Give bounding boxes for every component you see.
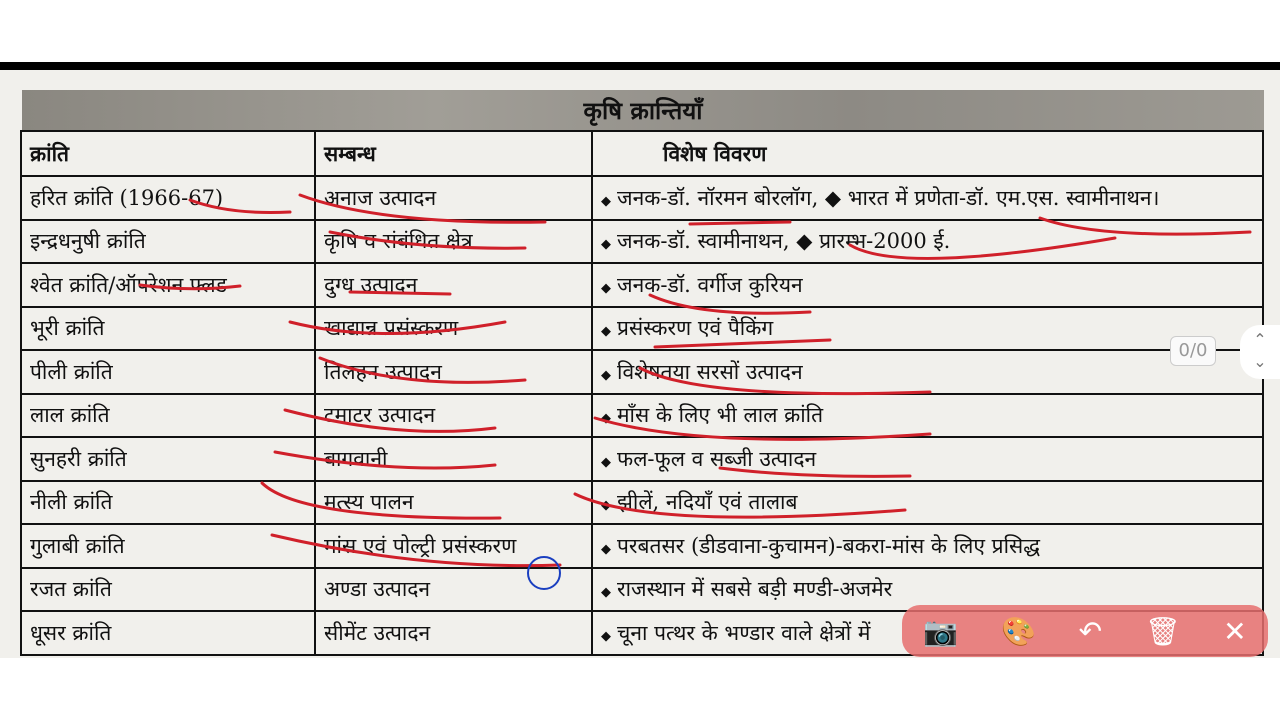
vivaran-text: माँस के लिए भी लाल क्रांति (617, 403, 824, 428)
vivaran-text: झीलें, नदियाँ एवं तालाब (617, 490, 798, 515)
chevron-down-icon[interactable]: ⌄ (1253, 352, 1267, 371)
sambandh-cell: टमाटर उत्पादन (314, 392, 593, 438)
vivaran-cell: ◆ परबतसर (डीडवाना-कुचामन)-बकरा-मांस के लि… (591, 523, 1264, 569)
vivaran-cell: ◆ विशेषतया सरसों उत्पादन (591, 349, 1264, 395)
kranti-cell: भूरी क्रांति (20, 305, 316, 351)
vivaran-cell: ◆ माँस के लिए भी लाल क्रांति (591, 392, 1264, 438)
document-page: कृषि क्रान्तियाँ क्रांति सम्बन्ध विशेष व… (0, 70, 1280, 658)
header-vivaran: विशेष विवरण (591, 130, 1264, 177)
vivaran-cell: ◆ जनक-डॉ. वर्गीज कुरियन (591, 262, 1264, 308)
search-nav[interactable]: ⌃ ⌄ (1240, 325, 1280, 379)
kranti-cell: लाल क्रांति (20, 392, 316, 438)
vivaran-cell: ◆ प्रसंस्करण एवं पैकिंग (591, 305, 1264, 351)
vivaran-text: चूना पत्थर के भण्डार वाले क्षेत्रों में (617, 620, 871, 645)
table-row: भूरी क्रांति खाद्यान्न प्रसंस्करण ◆ प्रसं… (20, 305, 1264, 351)
table-row: सुनहरी क्रांति बागवानी ◆ फल-फूल व सब्जी उ… (20, 436, 1264, 482)
sambandh-cell: अनाज उत्पादन (314, 175, 593, 221)
vivaran-cell: ◆ जनक-डॉ. नॉरमन बोरलॉग, ◆ भारत में प्रणेत… (591, 175, 1264, 221)
kranti-cell: नीली क्रांति (20, 479, 316, 525)
vivaran-cell: ◆ फल-फूल व सब्जी उत्पादन (591, 436, 1264, 482)
vivaran-text: विशेषतया सरसों उत्पादन (617, 359, 803, 384)
vivaran-text: राजस्थान में सबसे बड़ी मण्डी-अजमेर (617, 577, 893, 602)
kranti-cell: इन्द्रधनुषी क्रांति (20, 218, 316, 264)
bullet-icon: ◆ (601, 237, 611, 253)
kranti-cell: गुलाबी क्रांति (20, 523, 316, 569)
sambandh-cell: बागवानी (314, 436, 593, 482)
cursor-circle (527, 556, 561, 590)
bullet-icon: ◆ (601, 411, 611, 427)
sambandh-cell: कृषि व संबंधित क्षेत्र (314, 218, 593, 264)
vivaran-cell: ◆ जनक-डॉ. स्वामीनाथन, ◆ प्रारम्भ-2000 ई. (591, 218, 1264, 264)
table-row: पीली क्रांति तिलहन उत्पादन ◆ विशेषतया सरस… (20, 349, 1264, 395)
undo-icon[interactable]: ↶ (1078, 614, 1103, 648)
vivaran-text: जनक-डॉ. स्वामीनाथन, ◆ प्रारम्भ-2000 ई. (617, 229, 951, 254)
palette-icon[interactable]: 🎨 (1001, 614, 1036, 648)
camera-icon[interactable]: 📷 (923, 614, 959, 648)
close-icon[interactable]: ✕ (1223, 614, 1247, 648)
title-band: कृषि क्रान्तियाँ (22, 90, 1264, 132)
sambandh-cell: मत्स्य पालन (314, 479, 593, 525)
vivaran-text: जनक-डॉ. वर्गीज कुरियन (617, 272, 803, 297)
kranti-cell: श्वेत क्रांति/ऑपरेशन फ्लड (20, 262, 316, 308)
vivaran-text: फल-फूल व सब्जी उत्पादन (617, 446, 817, 471)
bullet-icon: ◆ (601, 367, 611, 383)
vivaran-cell: ◆ झीलें, नदियाँ एवं तालाब (591, 479, 1264, 525)
top-border (0, 62, 1280, 70)
vivaran-text: प्रसंस्करण एवं पैकिंग (617, 316, 774, 341)
revolutions-table: क्रांति सम्बन्ध विशेष विवरण हरित क्रांति… (20, 130, 1264, 656)
kranti-cell: सुनहरी क्रांति (20, 436, 316, 482)
sambandh-cell: सीमेंट उत्पादन (314, 610, 593, 656)
kranti-cell: हरित क्रांति (1966-67) (20, 175, 316, 221)
bullet-icon: ◆ (601, 454, 611, 470)
header-kranti: क्रांति (20, 130, 316, 177)
kranti-cell: धूसर क्रांति (20, 610, 316, 656)
vivaran-text: जनक-डॉ. नॉरमन बोरलॉग, ◆ भारत में प्रणेता… (617, 185, 1160, 210)
table-row: नीली क्रांति मत्स्य पालन ◆ झीलें, नदियाँ … (20, 479, 1264, 525)
bullet-icon: ◆ (601, 541, 611, 557)
sambandh-cell: दुग्ध उत्पादन (314, 262, 593, 308)
page-title: कृषि क्रान्तियाँ (583, 96, 703, 125)
vivaran-text: परबतसर (डीडवाना-कुचामन)-बकरा-मांस के लिए… (617, 533, 1040, 558)
table-row: हरित क्रांति (1966-67) अनाज उत्पादन ◆ जनक… (20, 175, 1264, 221)
table-row: श्वेत क्रांति/ऑपरेशन फ्लड दुग्ध उत्पादन … (20, 262, 1264, 308)
sambandh-cell: खाद्यान्न प्रसंस्करण (314, 305, 593, 351)
annotation-toolbar: 📷 🎨 ↶ 🗑 ✕ (902, 605, 1268, 657)
table-row: गुलाबी क्रांति मांस एवं पोल्ट्री प्रसंस्… (20, 523, 1264, 569)
chevron-up-icon[interactable]: ⌃ (1253, 330, 1267, 349)
header-sambandh: सम्बन्ध (314, 130, 593, 177)
bullet-icon: ◆ (601, 280, 611, 296)
table-row: इन्द्रधनुषी क्रांति कृषि व संबंधित क्षेत… (20, 218, 1264, 264)
bullet-icon: ◆ (601, 498, 611, 514)
trash-icon[interactable]: 🗑 (1144, 614, 1181, 648)
sambandh-cell: तिलहन उत्पादन (314, 349, 593, 395)
kranti-cell: पीली क्रांति (20, 349, 316, 395)
bullet-icon: ◆ (601, 585, 611, 601)
table-row: लाल क्रांति टमाटर उत्पादन ◆ माँस के लिए भ… (20, 392, 1264, 438)
search-count: 0/0 (1170, 336, 1216, 366)
bullet-icon: ◆ (601, 628, 611, 644)
bullet-icon: ◆ (601, 193, 611, 209)
bullet-icon: ◆ (601, 324, 611, 340)
kranti-cell: रजत क्रांति (20, 566, 316, 612)
